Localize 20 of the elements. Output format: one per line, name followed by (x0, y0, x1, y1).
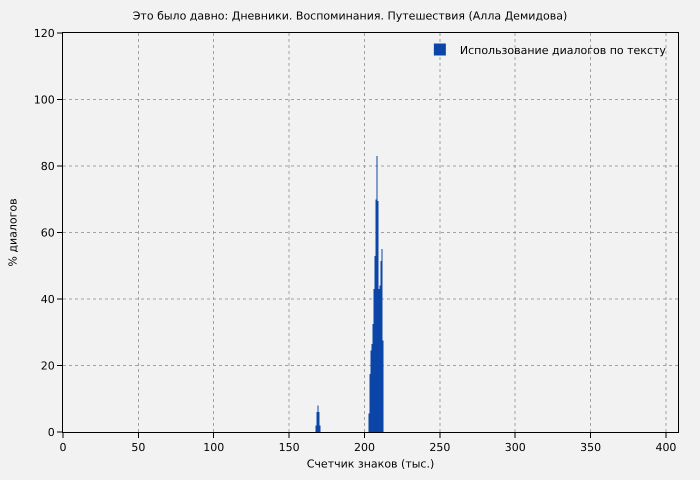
x-tick-label: 300 (504, 441, 526, 454)
y-tick-label: 80 (40, 160, 55, 173)
x-tick-label: 150 (278, 441, 300, 454)
y-tick-label: 40 (40, 292, 55, 306)
chart-title: Это было давно: Дневники. Воспоминания. Путешествия (Алла Демидова) (132, 10, 568, 23)
x-tick-label: 400 (655, 441, 676, 454)
x-tick-label: 200 (354, 441, 375, 454)
y-tick-label: 100 (34, 93, 55, 106)
y-tick-label: 60 (40, 226, 55, 240)
x-tick-label: 0 (60, 441, 66, 454)
x-tick-label: 350 (580, 441, 602, 454)
x-axis-title: Счетчик знаков (тыс.) (306, 457, 434, 470)
x-tick-label: 50 (131, 441, 146, 454)
x-tick-label: 100 (203, 441, 224, 454)
y-tick-label: 20 (40, 359, 55, 372)
y-tick-label: 120 (34, 26, 55, 40)
x-tick-label: 250 (429, 441, 450, 454)
y-tick-label: 0 (48, 426, 55, 439)
legend-label: Использование диалогов по тексту (460, 44, 666, 57)
y-axis-title: % диалогов (6, 198, 20, 267)
